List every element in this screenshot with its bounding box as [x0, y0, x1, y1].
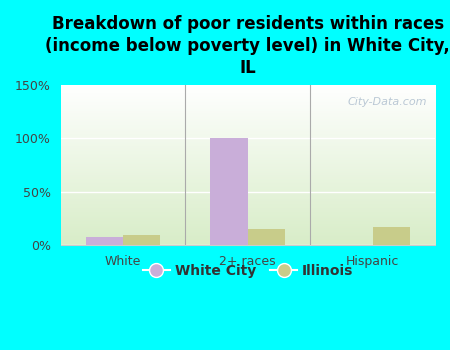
Legend: White City, Illinois: White City, Illinois	[137, 259, 359, 284]
Bar	[248, 229, 285, 245]
Bar	[86, 237, 123, 245]
Title: Breakdown of poor residents within races
(income below poverty level) in White C: Breakdown of poor residents within races…	[45, 15, 450, 77]
Bar	[123, 235, 161, 245]
Bar	[210, 138, 248, 245]
Text: City-Data.com: City-Data.com	[348, 97, 428, 107]
Bar	[373, 227, 410, 245]
